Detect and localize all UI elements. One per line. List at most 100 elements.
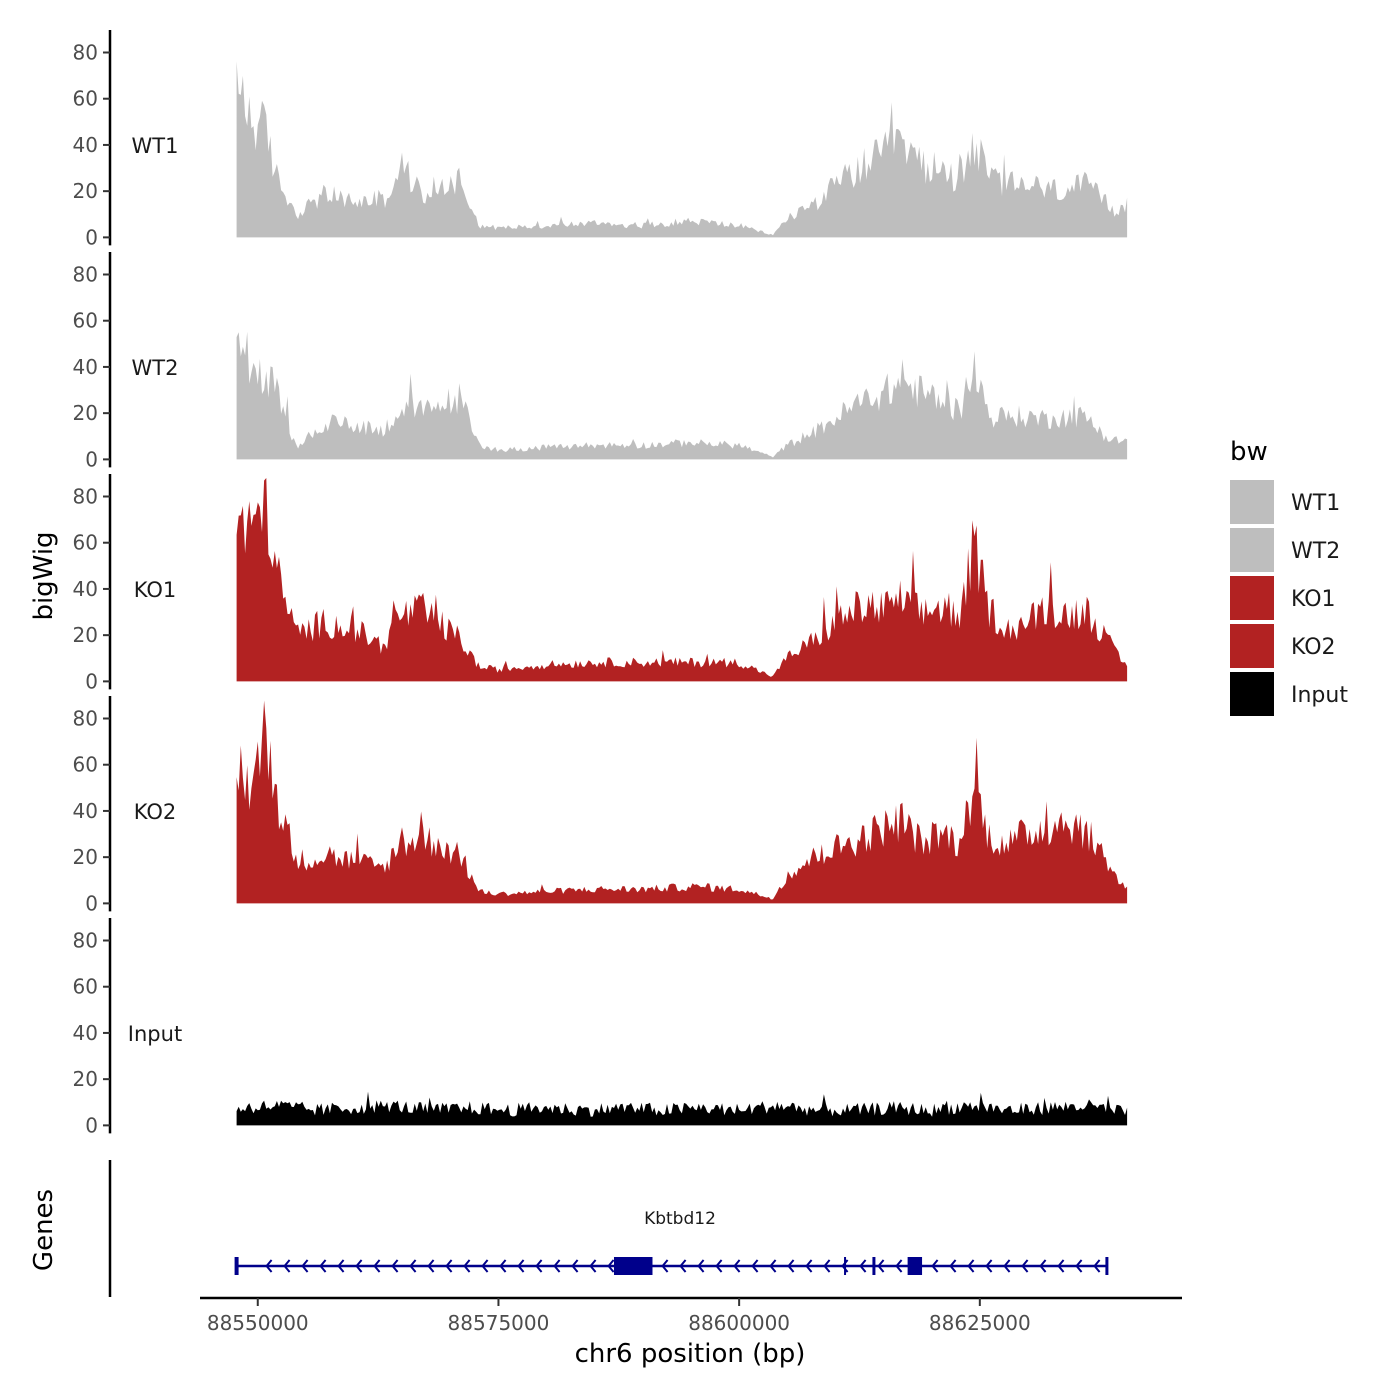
strand-arrow [373, 1259, 381, 1273]
y-tick-label: 40 [73, 577, 98, 601]
track-label: Input [128, 1022, 182, 1046]
legend-swatch-ko1 [1230, 576, 1274, 620]
strand-arrow [733, 1259, 741, 1273]
y-tick-label: 20 [73, 401, 98, 425]
y-tick-label: 60 [73, 753, 98, 777]
strand-arrow [1093, 1259, 1101, 1273]
legend-title: bw [1230, 437, 1268, 467]
track-input: 0 20 40 60 80 Input [73, 918, 1128, 1137]
strand-arrow [967, 1259, 975, 1273]
strand-arrow [1039, 1259, 1047, 1273]
strand-arrow [769, 1259, 777, 1273]
legend-swatch-ko2 [1230, 624, 1274, 668]
strand-arrow [715, 1259, 723, 1273]
y-tick-label: 40 [73, 133, 98, 157]
track-label: KO1 [134, 578, 177, 602]
strand-arrow [823, 1259, 831, 1273]
strand-arrow [859, 1259, 867, 1273]
strand-arrow [841, 1259, 849, 1273]
strand-arrow [553, 1259, 561, 1273]
strand-arrow [265, 1259, 273, 1273]
strand-arrow [1075, 1259, 1083, 1273]
x-tick-label: 88575000 [448, 1311, 550, 1335]
strand-arrow [481, 1259, 489, 1273]
y-tick-label: 0 [85, 891, 98, 915]
x-tick-label: 88625000 [929, 1311, 1031, 1335]
strand-arrow [445, 1259, 453, 1273]
y-tick-label: 60 [73, 309, 98, 333]
y-tick-label: 20 [73, 623, 98, 647]
y-tick-label: 60 [73, 531, 98, 555]
y-tick-label: 80 [73, 706, 98, 730]
x-axis-title: chr6 position (bp) [575, 1339, 806, 1369]
strand-arrow [535, 1259, 543, 1273]
y-tick-label: 40 [73, 799, 98, 823]
y-tick-label: 20 [73, 845, 98, 869]
coverage-area-ko2 [236, 700, 1128, 904]
gene-track: Kbtbd12 [108, 1160, 1109, 1297]
legend-swatch-wt2 [1230, 528, 1274, 572]
strand-arrow [877, 1259, 885, 1273]
track-wt2: 0 20 40 60 80 WT2 [73, 252, 1128, 471]
y-tick-label: 60 [73, 975, 98, 999]
strand-arrow [751, 1259, 759, 1273]
y-tick-label: 0 [85, 1113, 98, 1137]
y-tick-label: 40 [73, 355, 98, 379]
strand-arrow [463, 1259, 471, 1273]
y-tick-label: 0 [85, 447, 98, 471]
y-tick-label: 0 [85, 669, 98, 693]
legend-swatch-input [1230, 672, 1274, 716]
y-axis-title: bigWig [29, 531, 59, 620]
track-label: WT2 [132, 356, 179, 380]
track-ko1: 0 20 40 60 80 KO1 [73, 474, 1128, 693]
x-tick-label: 88550000 [207, 1311, 309, 1335]
strand-arrow [931, 1259, 939, 1273]
y-tick-label: 20 [73, 1067, 98, 1091]
coverage-tracks: 0 20 40 60 80 WT1 0 20 40 60 80 WT2 0 20 40 60 80 KO1 0 20 4… [73, 30, 1128, 1137]
y-tick-label: 80 [73, 262, 98, 286]
strand-arrow [679, 1259, 687, 1273]
x-tick-label: 88600000 [688, 1311, 790, 1335]
strand-arrow [895, 1259, 903, 1273]
gene-name-label: Kbtbd12 [644, 1209, 716, 1229]
x-axis: 88550000 88575000 88600000 88625000 [200, 1296, 1182, 1335]
legend: bw WT1 WT2 KO1 KO2 Input [1230, 437, 1348, 716]
strand-arrow [283, 1259, 291, 1273]
strand-arrow [319, 1259, 327, 1273]
strand-arrow [499, 1259, 507, 1273]
strand-arrow [571, 1259, 579, 1273]
strand-arrow [589, 1259, 597, 1273]
legend-label-ko1: KO1 [1291, 587, 1336, 612]
legend-label-input: Input [1291, 683, 1348, 708]
strand-arrow [301, 1259, 309, 1273]
strand-arrow [607, 1259, 615, 1273]
track-ko2: 0 20 40 60 80 KO2 [73, 696, 1128, 915]
strand-arrow [355, 1259, 363, 1273]
coverage-area-wt2 [236, 331, 1128, 460]
track-label: KO2 [134, 800, 177, 824]
y-tick-label: 80 [73, 928, 98, 952]
coverage-area-wt1 [236, 61, 1128, 238]
strand-arrow [517, 1259, 525, 1273]
strand-arrow [1003, 1259, 1011, 1273]
y-tick-label: 40 [73, 1021, 98, 1045]
gene-track-title: Genes [29, 1189, 59, 1271]
strand-arrow [337, 1259, 345, 1273]
legend-label-wt1: WT1 [1291, 491, 1340, 516]
y-tick-label: 0 [85, 225, 98, 249]
strand-arrow [1057, 1259, 1065, 1273]
legend-swatch-wt1 [1230, 480, 1274, 524]
strand-arrow [1021, 1259, 1029, 1273]
legend-label-ko2: KO2 [1291, 635, 1336, 660]
strand-arrow [661, 1259, 669, 1273]
strand-arrow [409, 1259, 417, 1273]
strand-arrow [427, 1259, 435, 1273]
strand-arrow [391, 1259, 399, 1273]
y-tick-label: 20 [73, 179, 98, 203]
strand-arrow [805, 1259, 813, 1273]
strand-arrow [787, 1259, 795, 1273]
y-tick-label: 80 [73, 40, 98, 64]
legend-label-wt2: WT2 [1291, 539, 1340, 564]
gene-exon [907, 1257, 923, 1275]
